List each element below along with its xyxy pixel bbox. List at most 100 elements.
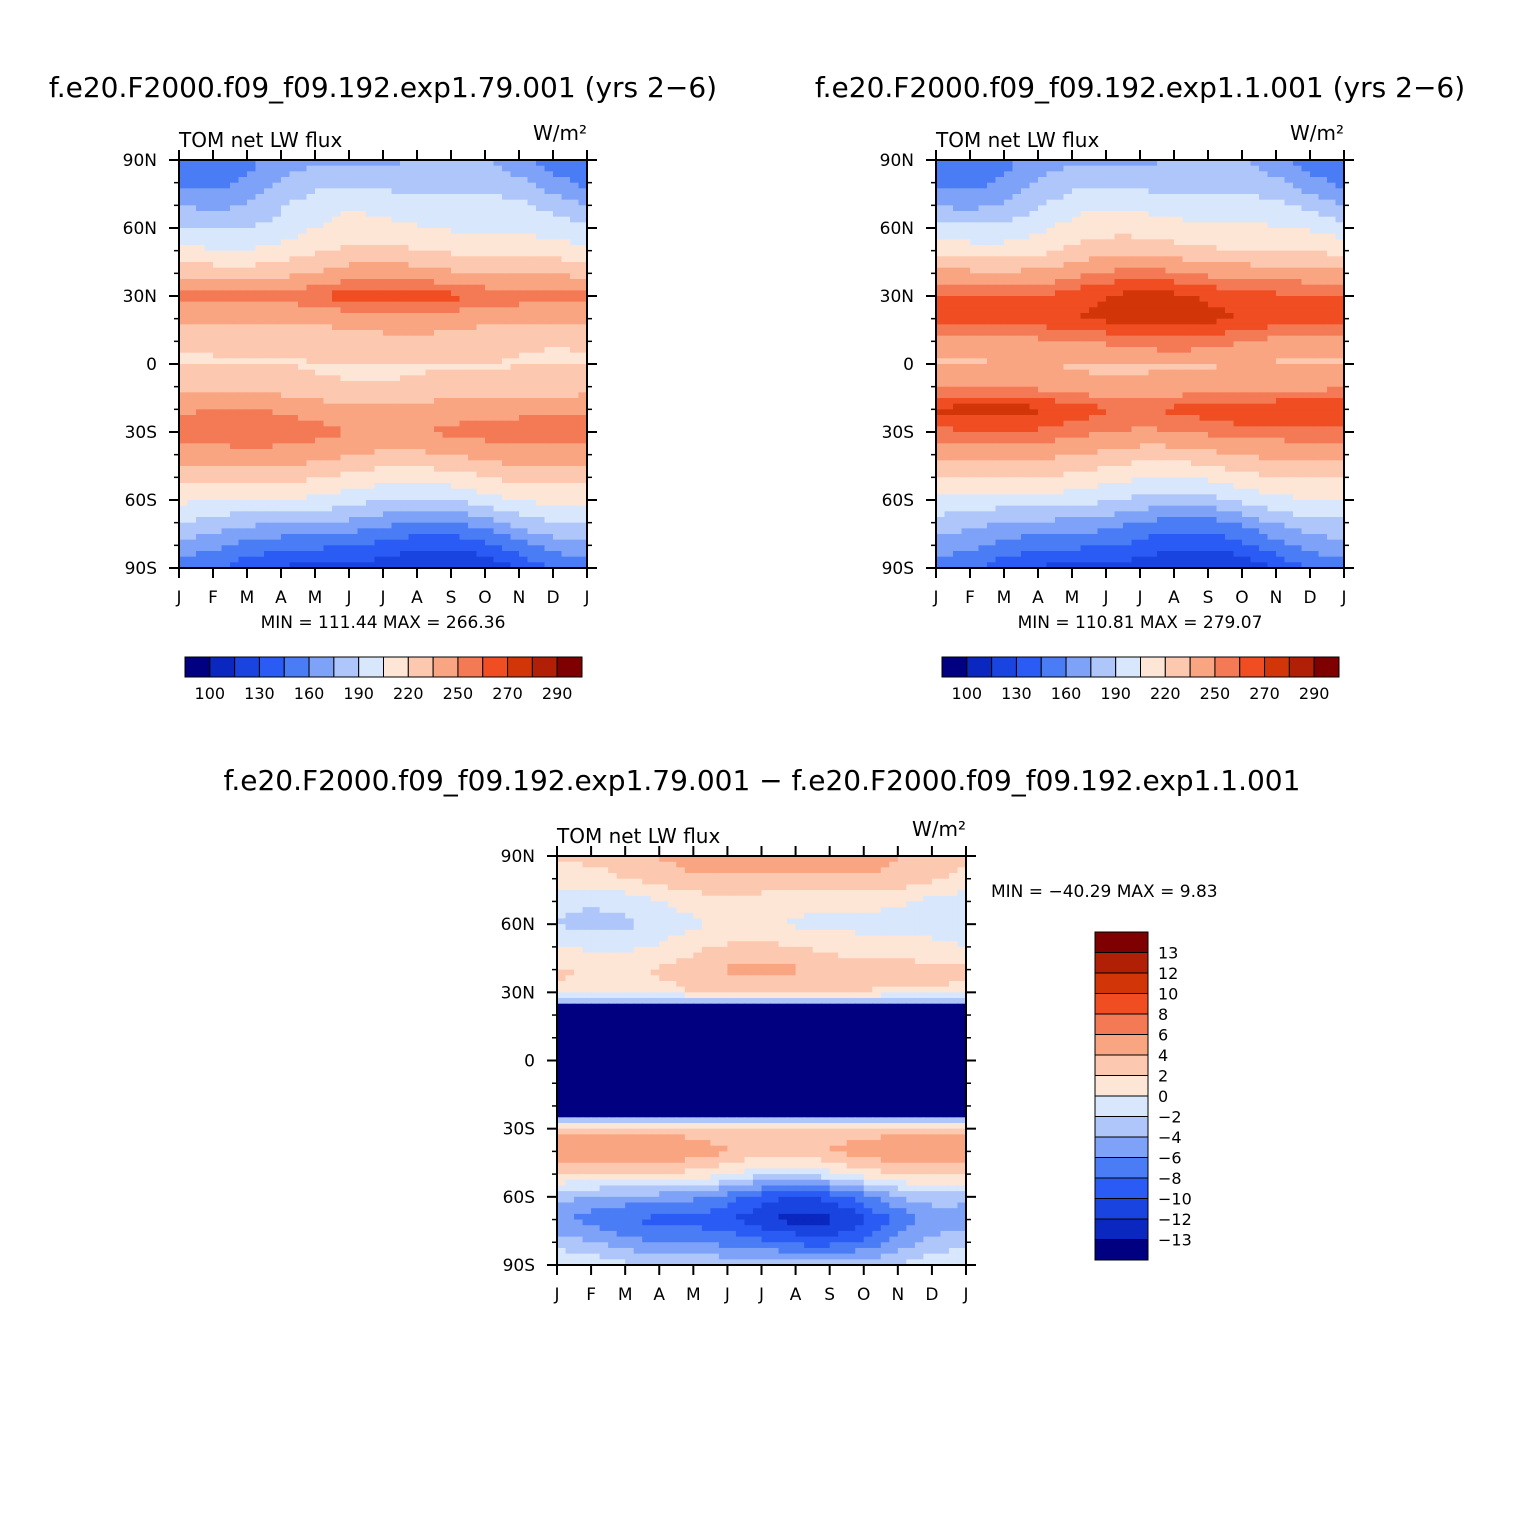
panel-79-cell [222, 228, 231, 234]
panel-1-cell [979, 245, 988, 251]
panel-1-cell [1251, 268, 1260, 274]
panel-79-cell [477, 262, 486, 268]
panel-79-cell [349, 545, 358, 551]
panel-79-cell [366, 217, 375, 223]
panel-79-cell [315, 324, 324, 330]
panel-79-cell [281, 166, 290, 172]
panel-1-cell [1302, 319, 1311, 325]
panel-79-cell [315, 506, 324, 512]
panel-79-cell [222, 358, 231, 364]
panel-79-cell [562, 279, 571, 285]
panel-79-cell [485, 347, 494, 353]
panel-1-cell [1106, 239, 1115, 245]
panel-79-cell [358, 500, 367, 506]
panel-79-cell [205, 239, 214, 245]
panel-79-cell [264, 205, 273, 211]
panel-1-cell [1166, 285, 1175, 291]
panel-79-cell [494, 171, 503, 177]
panel-79-cell [324, 273, 333, 279]
panel-79-cell [434, 222, 443, 228]
panel-79-cell [273, 279, 282, 285]
panel-79-cell [485, 171, 494, 177]
panel-1-cell [945, 273, 954, 279]
panel-79-cell [502, 341, 511, 347]
panel-79-cell [383, 262, 392, 268]
panel-79-cell [196, 370, 205, 376]
panel-79-cell [358, 251, 367, 257]
panel-79-cell [519, 330, 528, 336]
panel-79-cell [511, 489, 520, 495]
panel-79-cell [324, 483, 333, 489]
panel-1-cell [1072, 177, 1081, 183]
panel-1-cell [1174, 177, 1183, 183]
panel-1-cell [996, 166, 1005, 172]
panel-79-cell [409, 466, 418, 472]
panel-79-cell [179, 336, 188, 342]
panel-79-cell [290, 466, 299, 472]
panel-79-cell [528, 551, 537, 557]
panel-79-cell [443, 217, 452, 223]
panel-1-cell [1200, 302, 1209, 308]
panel-79-cell [264, 511, 273, 517]
panel-79-cell [315, 245, 324, 251]
panel-1-cell [1200, 245, 1209, 251]
panel-79-cell [239, 273, 248, 279]
panel-1-cell [1030, 268, 1039, 274]
panel-79-cell [179, 404, 188, 410]
panel-1-cell [979, 166, 988, 172]
panel-79-cell [426, 506, 435, 512]
panel-79-cell [392, 251, 401, 257]
panel-1-cell [1242, 177, 1251, 183]
panel-1-cell [1259, 268, 1268, 274]
panel-79-cell [366, 313, 375, 319]
panel-79-colorbar-box [433, 657, 458, 677]
panel-79-cell [400, 443, 409, 449]
panel-79-cell [485, 279, 494, 285]
panel-79-cell [511, 370, 520, 376]
panel-79-cell [239, 506, 248, 512]
panel-79-cell [400, 460, 409, 466]
panel-79-cell [307, 455, 316, 461]
panel-79-cell [460, 353, 469, 359]
panel-79-cell [298, 336, 307, 342]
panel-79-cell [485, 557, 494, 563]
panel-79-cell [519, 183, 528, 189]
panel-79-cell [332, 302, 341, 308]
panel-1-cell [953, 177, 962, 183]
panel-79-cell [468, 477, 477, 483]
panel-79-cell [400, 375, 409, 381]
panel-79-cell [570, 302, 579, 308]
panel-1-cell [1089, 177, 1098, 183]
panel-79-cell [256, 166, 265, 172]
panel-79-cell [179, 545, 188, 551]
panel-79-cell [324, 319, 333, 325]
panel-79-cell [247, 409, 256, 415]
panel-79-cell [298, 540, 307, 546]
panel-79-cell [290, 256, 299, 262]
panel-79-cell [298, 517, 307, 523]
panel-79-cell [315, 177, 324, 183]
panel-79-cell [443, 341, 452, 347]
panel-79-colorbar-box [259, 657, 284, 677]
panel-79-cell [213, 392, 222, 398]
panel-79-cell [426, 285, 435, 291]
panel-79-cell [281, 404, 290, 410]
panel-79-cell [570, 307, 579, 313]
panel-1-cell [1081, 177, 1090, 183]
panel-79-cell [426, 483, 435, 489]
panel-79-cell [290, 194, 299, 200]
panel-79-cell [256, 477, 265, 483]
panel-79-cell [434, 296, 443, 302]
panel-79-cell [324, 228, 333, 234]
panel-79-cell [332, 517, 341, 523]
panel-79-cell [383, 438, 392, 444]
panel-79-cell [358, 347, 367, 353]
panel-1-cell [987, 211, 996, 217]
panel-1-cell [1004, 194, 1013, 200]
panel-79-cell [383, 557, 392, 563]
panel-79-cell [349, 466, 358, 472]
panel-1-cell [1149, 177, 1158, 183]
panel-79-cell [256, 540, 265, 546]
panel-1-cell [1115, 313, 1124, 319]
panel-1-cell [1242, 228, 1251, 234]
